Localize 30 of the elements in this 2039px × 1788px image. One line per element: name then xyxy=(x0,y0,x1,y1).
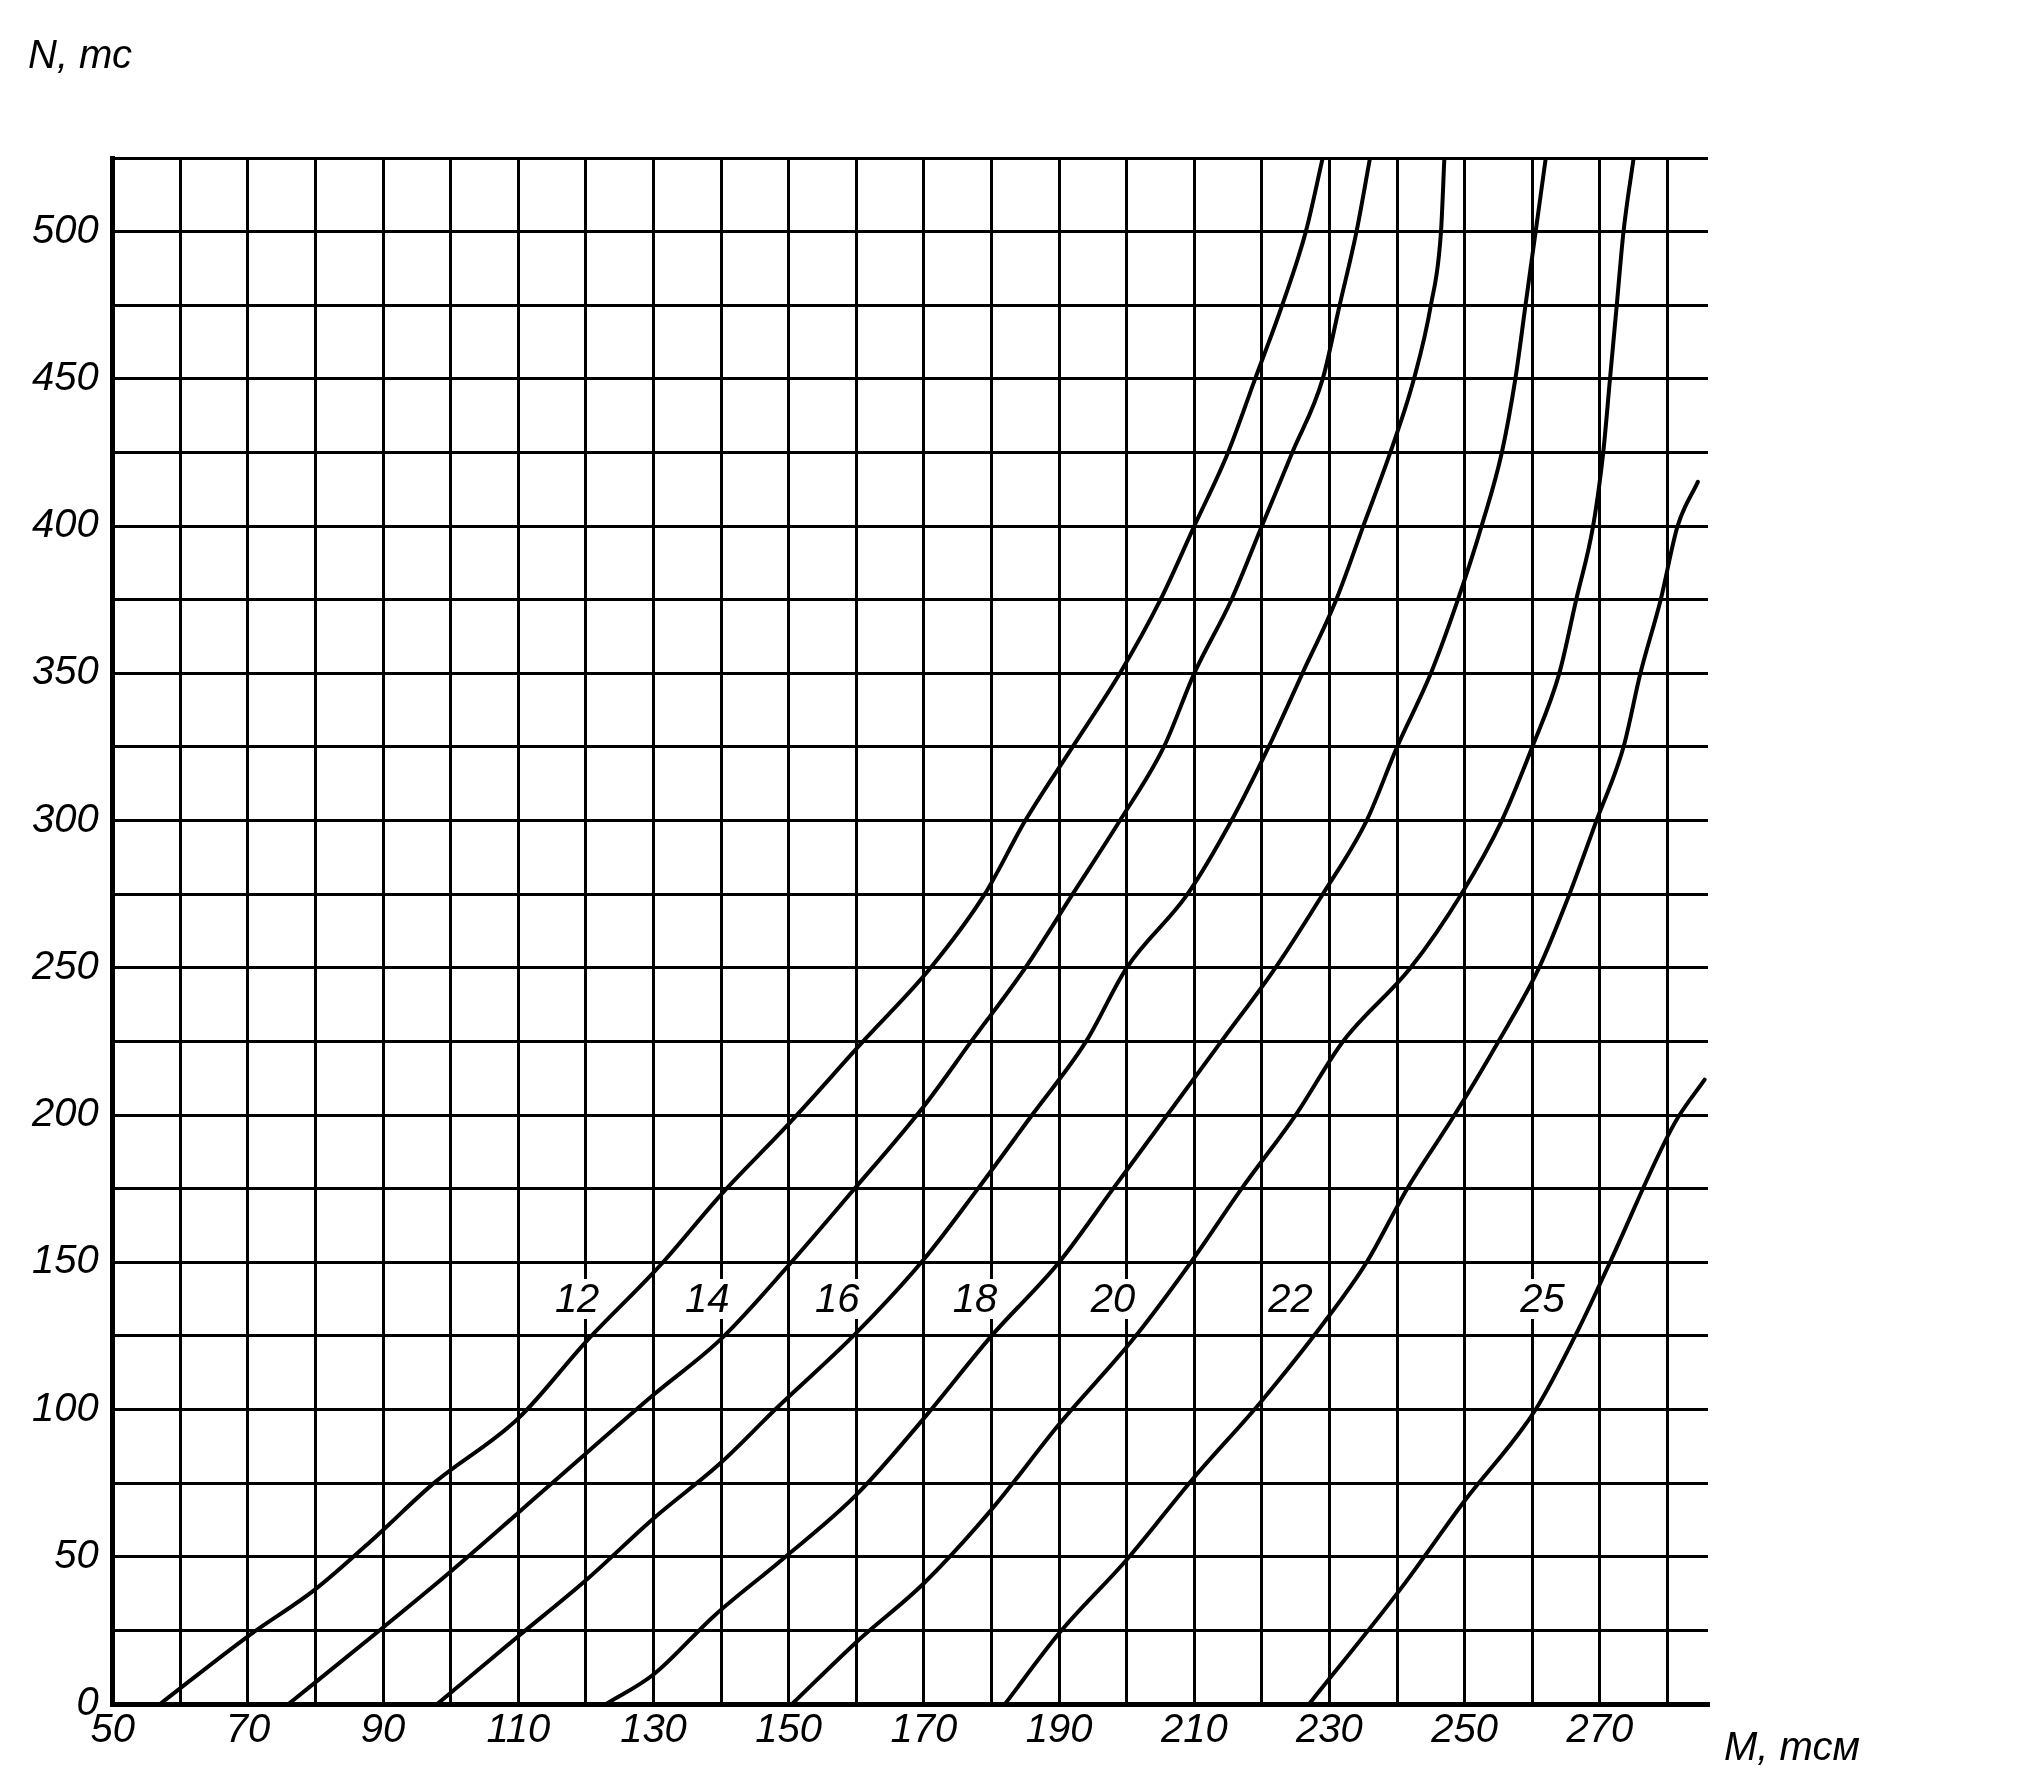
y-tick-label: 500 xyxy=(31,206,99,251)
y-axis-title: N, тс xyxy=(28,32,132,76)
x-tick-label: 90 xyxy=(360,1706,406,1751)
series-label: 20 xyxy=(1089,1276,1136,1321)
series-label: 12 xyxy=(554,1276,600,1321)
y-tick-label: 400 xyxy=(31,501,99,546)
series-label: 14 xyxy=(685,1276,730,1321)
y-tick-label: 350 xyxy=(31,648,99,693)
series-label: 16 xyxy=(814,1276,861,1321)
x-tick-label: 130 xyxy=(620,1706,687,1751)
x-tick-label: 170 xyxy=(890,1706,958,1751)
series-label: 18 xyxy=(952,1276,999,1321)
series-label: 22 xyxy=(1267,1276,1313,1321)
x-tick-label: 70 xyxy=(225,1706,271,1751)
y-tick-label: 100 xyxy=(31,1384,99,1429)
x-tick-label: 150 xyxy=(755,1706,823,1751)
x-tick-label: 110 xyxy=(486,1706,551,1751)
x-tick-label: 210 xyxy=(1159,1706,1228,1751)
x-tick-label: 190 xyxy=(1025,1706,1093,1751)
x-tick-label: 270 xyxy=(1565,1706,1634,1751)
x-axis-title: M, тсм xyxy=(1724,1724,1860,1768)
y-tick-label: 250 xyxy=(30,942,99,987)
series-label: 25 xyxy=(1519,1276,1566,1321)
x-tick-label: 230 xyxy=(1295,1706,1363,1751)
y-tick-label: 200 xyxy=(30,1090,99,1135)
x-tick-label: 250 xyxy=(1430,1706,1499,1751)
y-tick-label: 300 xyxy=(31,795,99,840)
y-tick-label: 150 xyxy=(31,1237,99,1282)
y-tick-label: 450 xyxy=(31,353,99,398)
y-tick-label: 50 xyxy=(54,1531,99,1576)
